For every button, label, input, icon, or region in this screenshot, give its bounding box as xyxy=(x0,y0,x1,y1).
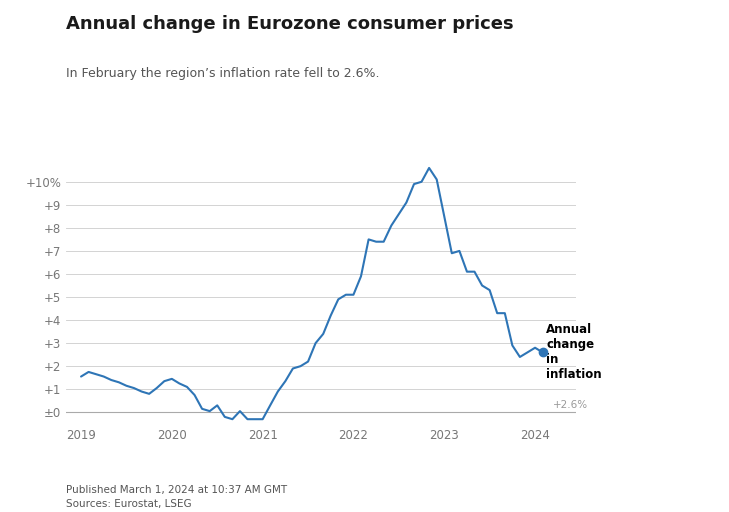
Text: Annual change in Eurozone consumer prices: Annual change in Eurozone consumer price… xyxy=(66,15,513,33)
Text: Published March 1, 2024 at 10:37 AM GMT
Sources: Eurostat, LSEG: Published March 1, 2024 at 10:37 AM GMT … xyxy=(66,485,286,509)
Text: Annual
change
in
inflation: Annual change in inflation xyxy=(546,324,602,381)
Text: In February the region’s inflation rate fell to 2.6%.: In February the region’s inflation rate … xyxy=(66,67,379,79)
Text: +2.6%: +2.6% xyxy=(553,400,588,411)
